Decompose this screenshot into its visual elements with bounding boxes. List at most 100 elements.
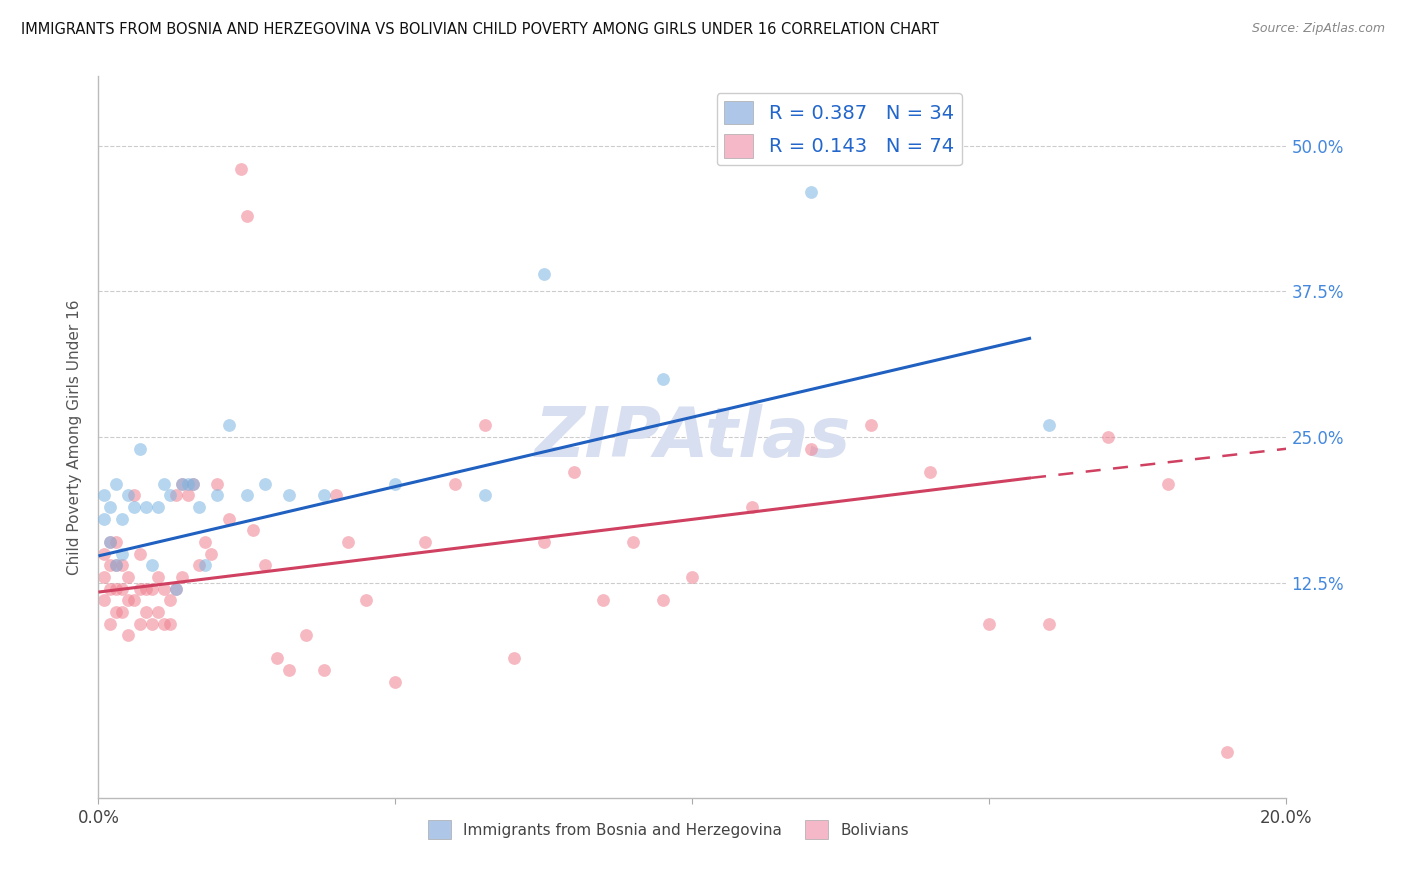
Point xyxy=(105,558,128,573)
Point xyxy=(183,476,205,491)
Point xyxy=(105,582,128,596)
Point xyxy=(141,558,163,573)
Point xyxy=(98,535,121,549)
Text: Source: ZipAtlas.com: Source: ZipAtlas.com xyxy=(1251,22,1385,36)
Point xyxy=(117,593,139,607)
Legend: Immigrants from Bosnia and Herzegovina, Bolivians: Immigrants from Bosnia and Herzegovina, … xyxy=(422,814,915,845)
Point xyxy=(384,674,406,689)
Point xyxy=(117,570,139,584)
Point xyxy=(111,511,134,525)
Point xyxy=(135,582,157,596)
Point xyxy=(242,524,264,538)
Point xyxy=(105,558,128,573)
Point xyxy=(1038,616,1060,631)
Point xyxy=(93,593,115,607)
Point xyxy=(218,511,240,525)
Point xyxy=(205,488,228,502)
Point xyxy=(1097,430,1119,444)
Point xyxy=(562,465,585,479)
Point xyxy=(165,582,187,596)
Point xyxy=(1038,418,1060,433)
Point xyxy=(122,500,145,514)
Point xyxy=(474,488,496,502)
Point xyxy=(105,535,128,549)
Point xyxy=(200,547,222,561)
Point xyxy=(205,476,228,491)
Point xyxy=(859,418,882,433)
Point xyxy=(253,476,276,491)
Point xyxy=(651,372,673,386)
Point xyxy=(146,500,169,514)
Point xyxy=(159,593,181,607)
Point xyxy=(266,651,288,665)
Point xyxy=(621,535,644,549)
Point xyxy=(681,570,703,584)
Point xyxy=(920,465,942,479)
Point xyxy=(93,511,115,525)
Point xyxy=(135,605,157,619)
Point xyxy=(170,476,193,491)
Point xyxy=(314,663,336,677)
Point xyxy=(503,651,526,665)
Point xyxy=(218,418,240,433)
Point xyxy=(443,476,465,491)
Point xyxy=(111,582,134,596)
Point xyxy=(122,488,145,502)
Point xyxy=(152,616,174,631)
Point xyxy=(129,442,152,456)
Point xyxy=(105,605,128,619)
Point xyxy=(98,535,121,549)
Y-axis label: Child Poverty Among Girls Under 16: Child Poverty Among Girls Under 16 xyxy=(67,300,83,574)
Point xyxy=(129,616,152,631)
Point xyxy=(325,488,347,502)
Point xyxy=(188,558,211,573)
Point xyxy=(146,570,169,584)
Point xyxy=(1156,476,1178,491)
Point xyxy=(135,500,157,514)
Point xyxy=(194,535,217,549)
Point xyxy=(194,558,217,573)
Point xyxy=(165,582,187,596)
Point xyxy=(176,488,198,502)
Point xyxy=(651,593,673,607)
Point xyxy=(129,547,152,561)
Point xyxy=(533,535,555,549)
Point xyxy=(98,616,121,631)
Point xyxy=(98,558,121,573)
Point xyxy=(141,582,163,596)
Point xyxy=(336,535,359,549)
Point xyxy=(170,476,193,491)
Point xyxy=(800,442,823,456)
Point xyxy=(741,500,763,514)
Point xyxy=(165,488,187,502)
Point xyxy=(105,476,128,491)
Point xyxy=(111,605,134,619)
Point xyxy=(117,488,139,502)
Point xyxy=(93,570,115,584)
Point xyxy=(146,605,169,619)
Point xyxy=(354,593,377,607)
Point xyxy=(93,488,115,502)
Point xyxy=(98,500,121,514)
Point xyxy=(93,547,115,561)
Point xyxy=(176,476,198,491)
Point xyxy=(129,582,152,596)
Point xyxy=(592,593,614,607)
Point xyxy=(122,593,145,607)
Point xyxy=(979,616,1001,631)
Point xyxy=(236,488,259,502)
Text: ZIPAtlas: ZIPAtlas xyxy=(534,403,851,471)
Point xyxy=(253,558,276,573)
Point xyxy=(111,558,134,573)
Point xyxy=(474,418,496,433)
Point xyxy=(188,500,211,514)
Point xyxy=(533,267,555,281)
Point xyxy=(141,616,163,631)
Point xyxy=(152,582,174,596)
Point xyxy=(277,488,299,502)
Point xyxy=(117,628,139,642)
Point xyxy=(413,535,436,549)
Point xyxy=(1216,745,1239,759)
Point xyxy=(277,663,299,677)
Point xyxy=(170,570,193,584)
